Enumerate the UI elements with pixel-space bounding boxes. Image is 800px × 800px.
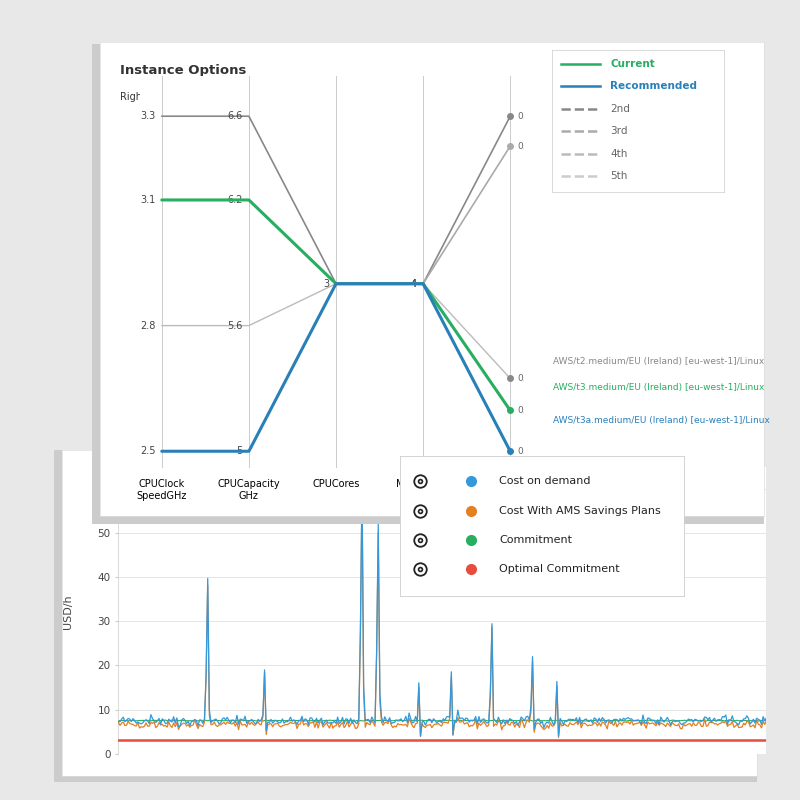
Text: 4: 4 — [411, 278, 417, 289]
Text: AWS/t3.medium/EU (Ireland) [eu-west-1]/Linux: AWS/t3.medium/EU (Ireland) [eu-west-1]/L… — [553, 383, 764, 392]
Text: 6.6: 6.6 — [227, 111, 242, 122]
Text: Right-sizing ('AWS Watchdog'; 't3.medium'; 'EU (Ireland) [eur-west-1]'; ""): Right-sizing ('AWS Watchdog'; 't3.medium… — [120, 92, 478, 102]
Text: Current: Current — [610, 59, 655, 69]
Text: USD/h: USD/h — [63, 594, 73, 630]
Text: 0.0456: 0.0456 — [517, 406, 549, 415]
Text: Commitment: Commitment — [499, 535, 573, 545]
Text: AWS/t2.medium/EU (Ireland) [eu-west-1]/Linux: AWS/t2.medium/EU (Ireland) [eu-west-1]/L… — [553, 357, 764, 366]
Text: 0.0819: 0.0819 — [517, 142, 549, 150]
Text: 2.5: 2.5 — [140, 446, 156, 456]
Text: 5th: 5th — [610, 171, 628, 182]
Text: 3: 3 — [324, 278, 330, 289]
Text: 0.05: 0.05 — [517, 374, 538, 383]
Text: 2.8: 2.8 — [140, 321, 156, 330]
Text: 4: 4 — [411, 278, 417, 289]
Text: Instance Options: Instance Options — [120, 64, 246, 77]
Text: 5: 5 — [237, 446, 242, 456]
Text: 5.6: 5.6 — [227, 321, 242, 330]
Text: 3.1: 3.1 — [141, 195, 156, 205]
Text: 2nd: 2nd — [610, 104, 630, 114]
Text: 0.086: 0.086 — [517, 112, 543, 121]
Text: 4th: 4th — [610, 149, 628, 159]
Text: 3rd: 3rd — [610, 126, 628, 136]
Text: AWS/t3a.large/EU (Ire...: AWS/t3a.large/EU (Ire... — [553, 166, 659, 175]
Text: 0.04: 0.04 — [517, 446, 537, 456]
Text: AWS/t3a.medium/EU (Ireland) [eu-west-1]/Linux: AWS/t3a.medium/EU (Ireland) [eu-west-1]/… — [553, 417, 770, 426]
Text: Cost on demand: Cost on demand — [499, 476, 591, 486]
Text: 6.2: 6.2 — [227, 195, 242, 205]
Text: AWS/c5a.large/EU (Ire...: AWS/c5a.large/EU (Ire... — [553, 142, 660, 151]
Text: Optimal Commitment: Optimal Commitment — [499, 565, 620, 574]
Text: Cost With AMS Savings Plans: Cost With AMS Savings Plans — [499, 506, 661, 516]
Text: 3.3: 3.3 — [141, 111, 156, 122]
Text: Recommended: Recommended — [610, 82, 698, 91]
